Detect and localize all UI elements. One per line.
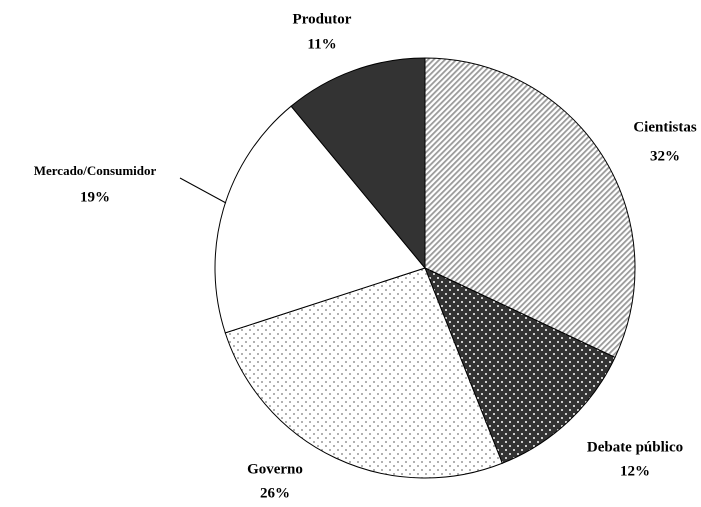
slice (214, 105, 426, 334)
category-label: Debate público (587, 439, 683, 455)
category-label: Produtor (293, 11, 352, 27)
category-label: Cientistas (633, 119, 696, 135)
slice (424, 267, 616, 464)
slice (290, 57, 426, 270)
labels: Cientistas 32% Debate público 12% Governo 26%… (34, 11, 697, 501)
leader-line (179, 177, 227, 204)
category-label: Mercado/Consumidor (34, 163, 157, 178)
pie (214, 57, 636, 479)
value-label: 26% (260, 485, 290, 501)
value-label: 32% (650, 148, 680, 164)
value-label: 19% (80, 189, 110, 205)
category-label: Governo (247, 461, 303, 477)
slice (224, 267, 503, 479)
slice (424, 57, 636, 359)
value-label: 12% (620, 463, 650, 479)
value-label: 11% (307, 36, 336, 52)
